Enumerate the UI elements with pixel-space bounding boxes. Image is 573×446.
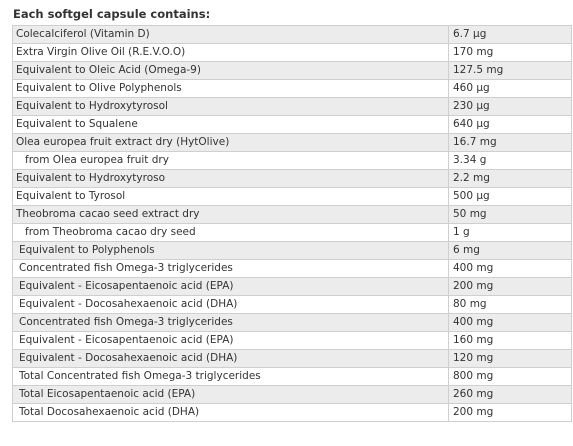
table-row: Equivalent to Oleic Acid (Omega-9) 127.5… bbox=[12, 61, 572, 80]
ingredient-name: Equivalent - Docosahexaenoic acid (DHA) bbox=[12, 295, 449, 314]
ingredient-name: Extra Virgin Olive Oil (R.E.V.O.O) bbox=[12, 43, 449, 62]
table-row: Equivalent to Olive Polyphenols 460 µg bbox=[12, 79, 572, 98]
ingredient-amount: 500 µg bbox=[448, 187, 572, 206]
table-row: Equivalent to Polyphenols 6 mg bbox=[12, 241, 572, 260]
table-row: Concentrated fish Omega-3 triglycerides … bbox=[12, 313, 572, 332]
ingredient-amount: 80 mg bbox=[448, 295, 572, 314]
ingredient-name: Equivalent - Eicosapentaenoic acid (EPA) bbox=[12, 277, 449, 296]
ingredient-name: Equivalent - Eicosapentaenoic acid (EPA) bbox=[12, 331, 449, 350]
table-row: Equivalent - Docosahexaenoic acid (DHA) … bbox=[12, 349, 572, 368]
ingredient-name: Equivalent to Hydroxytyroso bbox=[12, 169, 449, 188]
ingredient-name: Equivalent to Squalene bbox=[12, 115, 449, 134]
ingredient-amount: 3.34 g bbox=[448, 151, 572, 170]
ingredient-amount: 400 mg bbox=[448, 313, 572, 332]
table-row: Total Docosahexaenoic acid (DHA) 200 mg bbox=[12, 403, 572, 422]
ingredient-name: Colecalciferol (Vitamin D) bbox=[12, 25, 449, 44]
ingredient-amount: 16.7 mg bbox=[448, 133, 572, 152]
table-row: Equivalent to Tyrosol 500 µg bbox=[12, 187, 572, 206]
ingredient-amount: 2.2 mg bbox=[448, 169, 572, 188]
table-row: from Olea europea fruit dry 3.34 g bbox=[12, 151, 572, 170]
table-row: Extra Virgin Olive Oil (R.E.V.O.O) 170 m… bbox=[12, 43, 572, 62]
table-row: Equivalent to Hydroxytyrosol 230 µg bbox=[12, 97, 572, 116]
table-row: Equivalent - Eicosapentaenoic acid (EPA)… bbox=[12, 331, 572, 350]
ingredient-amount: 230 µg bbox=[448, 97, 572, 116]
ingredient-name: Total Eicosapentaenoic acid (EPA) bbox=[12, 385, 449, 404]
ingredient-amount: 6 mg bbox=[448, 241, 572, 260]
table-heading: Each softgel capsule contains: bbox=[13, 7, 211, 21]
table-row: Equivalent to Squalene 640 µg bbox=[12, 115, 572, 134]
ingredient-name: Equivalent to Olive Polyphenols bbox=[12, 79, 449, 98]
ingredient-amount: 120 mg bbox=[448, 349, 572, 368]
ingredient-amount: 640 µg bbox=[448, 115, 572, 134]
ingredient-name: Total Docosahexaenoic acid (DHA) bbox=[12, 403, 449, 422]
ingredient-name: Equivalent to Polyphenols bbox=[12, 241, 449, 260]
ingredients-table: Colecalciferol (Vitamin D) 6.7 µg Extra … bbox=[12, 25, 572, 422]
ingredient-amount: 170 mg bbox=[448, 43, 572, 62]
table-row: Olea europea fruit extract dry (HytOlive… bbox=[12, 133, 572, 152]
ingredient-name: Equivalent to Hydroxytyrosol bbox=[12, 97, 449, 116]
table-row: Equivalent to Hydroxytyroso 2.2 mg bbox=[12, 169, 572, 188]
ingredient-name: Equivalent to Tyrosol bbox=[12, 187, 449, 206]
ingredient-amount: 400 mg bbox=[448, 259, 572, 278]
ingredient-amount: 160 mg bbox=[448, 331, 572, 350]
table-row: Colecalciferol (Vitamin D) 6.7 µg bbox=[12, 25, 572, 44]
table-row: Total Eicosapentaenoic acid (EPA) 260 mg bbox=[12, 385, 572, 404]
ingredient-name: Olea europea fruit extract dry (HytOlive… bbox=[12, 133, 449, 152]
ingredient-amount: 460 µg bbox=[448, 79, 572, 98]
ingredient-amount: 1 g bbox=[448, 223, 572, 242]
table-row: Total Concentrated fish Omega-3 triglyce… bbox=[12, 367, 572, 386]
table-row: Equivalent - Eicosapentaenoic acid (EPA)… bbox=[12, 277, 572, 296]
ingredient-name: Concentrated fish Omega-3 triglycerides bbox=[12, 259, 449, 278]
table-row: from Theobroma cacao dry seed 1 g bbox=[12, 223, 572, 242]
table-row: Concentrated fish Omega-3 triglycerides … bbox=[12, 259, 572, 278]
ingredient-amount: 260 mg bbox=[448, 385, 572, 404]
ingredient-name: Theobroma cacao seed extract dry bbox=[12, 205, 449, 224]
ingredient-amount: 50 mg bbox=[448, 205, 572, 224]
ingredient-name: Concentrated fish Omega-3 triglycerides bbox=[12, 313, 449, 332]
ingredient-amount: 800 mg bbox=[448, 367, 572, 386]
ingredient-name: Total Concentrated fish Omega-3 triglyce… bbox=[12, 367, 449, 386]
ingredient-amount: 127.5 mg bbox=[448, 61, 572, 80]
ingredient-name: from Theobroma cacao dry seed bbox=[12, 223, 449, 242]
ingredient-amount: 200 mg bbox=[448, 403, 572, 422]
ingredient-amount: 6.7 µg bbox=[448, 25, 572, 44]
table-row: Theobroma cacao seed extract dry 50 mg bbox=[12, 205, 572, 224]
ingredient-name: from Olea europea fruit dry bbox=[12, 151, 449, 170]
ingredient-amount: 200 mg bbox=[448, 277, 572, 296]
table-row: Equivalent - Docosahexaenoic acid (DHA) … bbox=[12, 295, 572, 314]
ingredient-name: Equivalent - Docosahexaenoic acid (DHA) bbox=[12, 349, 449, 368]
ingredient-name: Equivalent to Oleic Acid (Omega-9) bbox=[12, 61, 449, 80]
